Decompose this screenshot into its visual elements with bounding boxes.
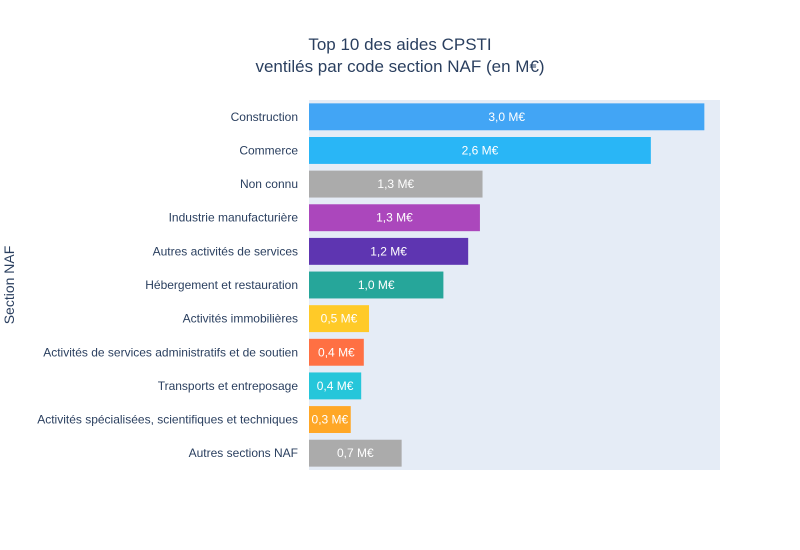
bar-2 [309,170,483,198]
category-label-3: Industrie manufacturière [169,211,299,225]
category-labels-group: Construction Commerce Non connu Industrie m… [37,110,298,460]
bars-group [309,103,705,467]
value-label-7: 0,4 M€ [318,345,355,359]
bar-0 [309,103,705,131]
value-label-3: 1,3 M€ [376,211,413,225]
bar-6 [309,305,370,333]
value-label-4: 1,2 M€ [370,244,407,258]
bar-9 [309,406,351,433]
value-label-5: 1,0 M€ [358,278,395,292]
category-label-8: Transports et entreposage [158,379,299,393]
y-axis-title: Section NAF [1,246,17,325]
value-labels-group: 3,0 M€ 2,6 M€ 1,3 M€ 1,3 M€ 1,2 M€ 1,0 M€ 0,5 … [312,110,526,460]
value-label-9: 0,3 M€ [312,413,349,427]
category-label-9: Activités spécialisées, scientifiques et… [37,413,298,427]
bar-4 [309,237,469,265]
category-label-5: Hébergement et restauration [145,278,298,292]
bar-10 [309,439,402,467]
value-label-2: 1,3 M€ [377,177,414,191]
category-label-0: Construction [231,110,298,124]
category-label-10: Autres sections NAF [189,446,298,460]
category-label-4: Autres activités de services [153,244,298,258]
value-label-8: 0,4 M€ [317,379,354,393]
chart-title-line-2: ventilés par code section NAF (en M€) [255,57,544,76]
category-label-2: Non connu [240,177,298,191]
category-label-7: Activités de services administratifs et … [43,345,298,359]
bar-7 [309,338,364,366]
bar-1 [309,137,651,164]
value-label-0: 3,0 M€ [488,110,525,124]
category-label-6: Activités immobilières [183,312,298,326]
value-label-1: 2,6 M€ [462,143,499,157]
value-label-6: 0,5 M€ [321,312,358,326]
bar-3 [309,204,480,232]
chart-title-line-1: Top 10 des aides CPSTI [308,35,491,54]
category-label-1: Commerce [239,143,298,157]
bar-5 [309,271,444,299]
bar-8 [309,372,362,400]
value-label-10: 0,7 M€ [337,446,374,460]
